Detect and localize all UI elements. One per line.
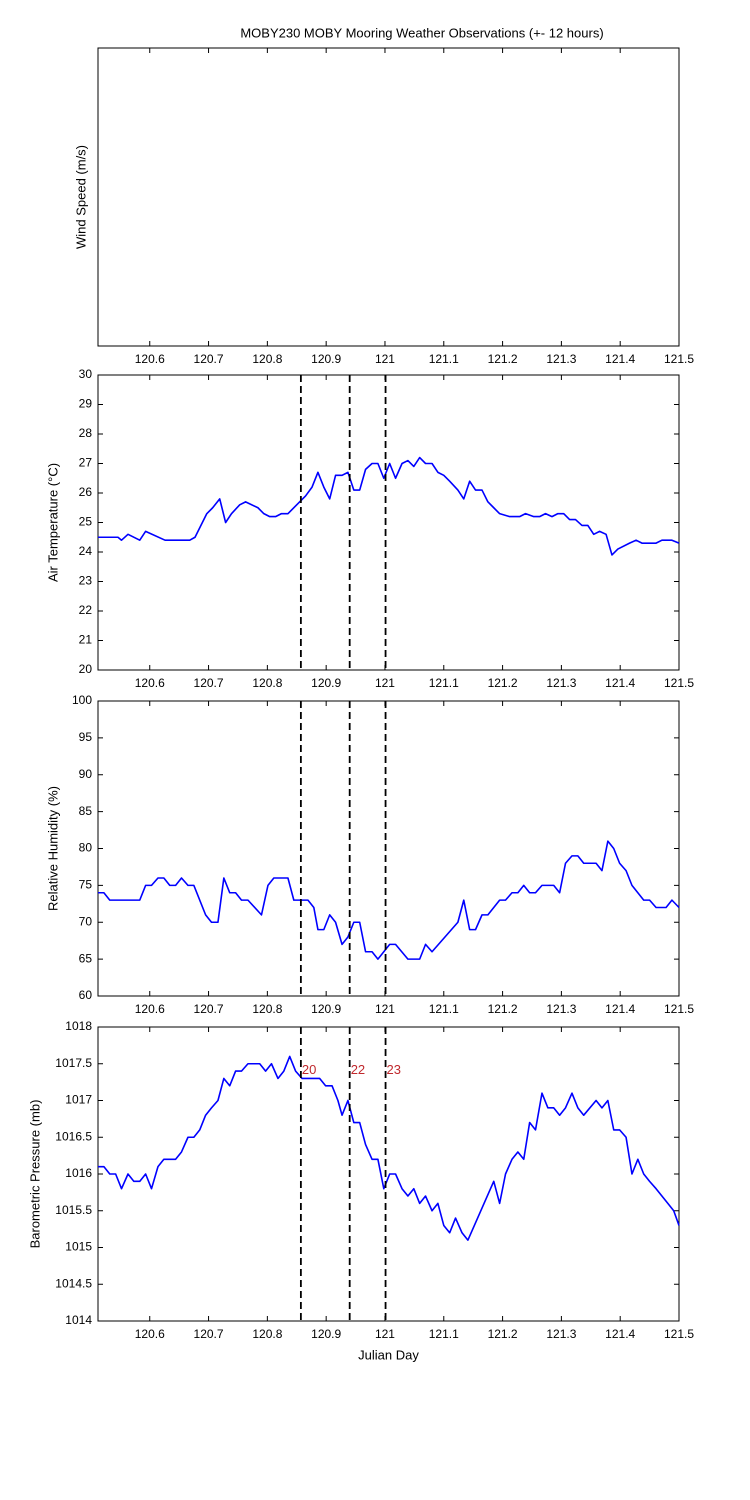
x-tick-label: 121.5	[664, 1002, 694, 1016]
x-tick-label: 121	[375, 352, 395, 366]
y-tick-label: 23	[79, 574, 93, 588]
y-tick-label: 85	[79, 804, 93, 818]
x-tick-label: 120.7	[194, 352, 224, 366]
x-tick-label: 120.8	[252, 1327, 282, 1341]
x-tick-label: 120.6	[135, 1002, 165, 1016]
x-tick-label: 121.1	[429, 676, 459, 690]
y-tick-label: 30	[79, 367, 93, 381]
plot-area	[97, 700, 680, 997]
event-label: 23	[387, 1062, 401, 1077]
x-tick-label: 121.1	[429, 352, 459, 366]
y-tick-label: 20	[79, 662, 93, 676]
y-tick-label: 70	[79, 914, 93, 928]
y-tick-label: 25	[79, 515, 93, 529]
data-line	[98, 456, 680, 556]
y-tick-label: 1015	[65, 1240, 92, 1254]
x-tick-label: 120.7	[194, 1327, 224, 1341]
x-tick-label: 121.4	[605, 676, 635, 690]
x-tick-label: 121.3	[546, 352, 576, 366]
y-tick-label: 1014	[65, 1313, 92, 1327]
x-tick-label: 121.4	[605, 1327, 635, 1341]
y-tick-label: 29	[79, 397, 93, 411]
x-tick-label: 121.4	[605, 352, 635, 366]
x-tick-label: 120.6	[135, 352, 165, 366]
y-tick-label: 1016	[65, 1166, 92, 1180]
y-tick-label: 1014.5	[55, 1276, 92, 1290]
y-tick-label: 28	[79, 426, 93, 440]
x-tick-label: 121.1	[429, 1327, 459, 1341]
y-tick-label: 27	[79, 456, 93, 470]
y-tick-label: 100	[72, 693, 92, 707]
x-tick-label: 121.2	[488, 352, 518, 366]
x-tick-label: 121.2	[488, 1002, 518, 1016]
event-label: 22	[351, 1062, 365, 1077]
x-tick-label: 120.9	[311, 676, 341, 690]
event-label: 20	[302, 1062, 316, 1077]
x-tick-label: 120.8	[252, 352, 282, 366]
plot-area	[97, 47, 680, 347]
x-tick-label: 121.2	[488, 676, 518, 690]
x-tick-label: 120.9	[311, 1327, 341, 1341]
y-tick-label: 80	[79, 841, 93, 855]
x-tick-label: 121	[375, 1002, 395, 1016]
y-axis-label: Wind Speed (m/s)	[73, 145, 88, 249]
y-tick-label: 60	[79, 988, 93, 1002]
y-tick-label: 1017	[65, 1093, 92, 1107]
y-axis-label: Air Temperature (°C)	[45, 463, 60, 582]
y-tick-label: 65	[79, 951, 93, 965]
y-tick-label: 24	[79, 544, 93, 558]
x-tick-label: 120.8	[252, 1002, 282, 1016]
x-tick-label: 120.7	[194, 676, 224, 690]
x-tick-label: 121.1	[429, 1002, 459, 1016]
data-line	[98, 1055, 680, 1241]
x-tick-label: 121.3	[546, 1002, 576, 1016]
data-line	[98, 840, 680, 960]
x-tick-label: 120.6	[135, 676, 165, 690]
x-tick-label: 120.8	[252, 676, 282, 690]
y-tick-label: 22	[79, 603, 93, 617]
x-tick-label: 121.5	[664, 676, 694, 690]
x-tick-label: 121.3	[546, 1327, 576, 1341]
y-tick-label: 1018	[65, 1019, 92, 1033]
x-tick-label: 121.4	[605, 1002, 635, 1016]
x-tick-label: 121.2	[488, 1327, 518, 1341]
x-tick-label: 120.6	[135, 1327, 165, 1341]
y-axis-label: Barometric Pressure (mb)	[27, 1100, 42, 1249]
y-tick-label: 26	[79, 485, 93, 499]
x-axis-label: Julian Day	[358, 1347, 419, 1362]
x-tick-label: 121.3	[546, 676, 576, 690]
y-tick-label: 90	[79, 767, 93, 781]
x-tick-label: 121	[375, 676, 395, 690]
chart-title: MOBY230 MOBY Mooring Weather Observation…	[240, 25, 603, 40]
x-tick-label: 120.9	[311, 352, 341, 366]
x-tick-label: 121	[375, 1327, 395, 1341]
plot-area	[97, 1026, 680, 1322]
y-tick-label: 21	[79, 633, 93, 647]
y-tick-label: 1016.5	[55, 1129, 92, 1143]
x-tick-label: 120.9	[311, 1002, 341, 1016]
x-tick-label: 121.5	[664, 352, 694, 366]
plot-area	[97, 374, 680, 671]
y-tick-label: 1017.5	[55, 1056, 92, 1070]
y-tick-label: 1015.5	[55, 1203, 92, 1217]
x-tick-label: 120.7	[194, 1002, 224, 1016]
x-tick-label: 121.5	[664, 1327, 694, 1341]
y-tick-label: 95	[79, 730, 93, 744]
y-tick-label: 75	[79, 878, 93, 892]
y-axis-label: Relative Humidity (%)	[45, 786, 60, 911]
